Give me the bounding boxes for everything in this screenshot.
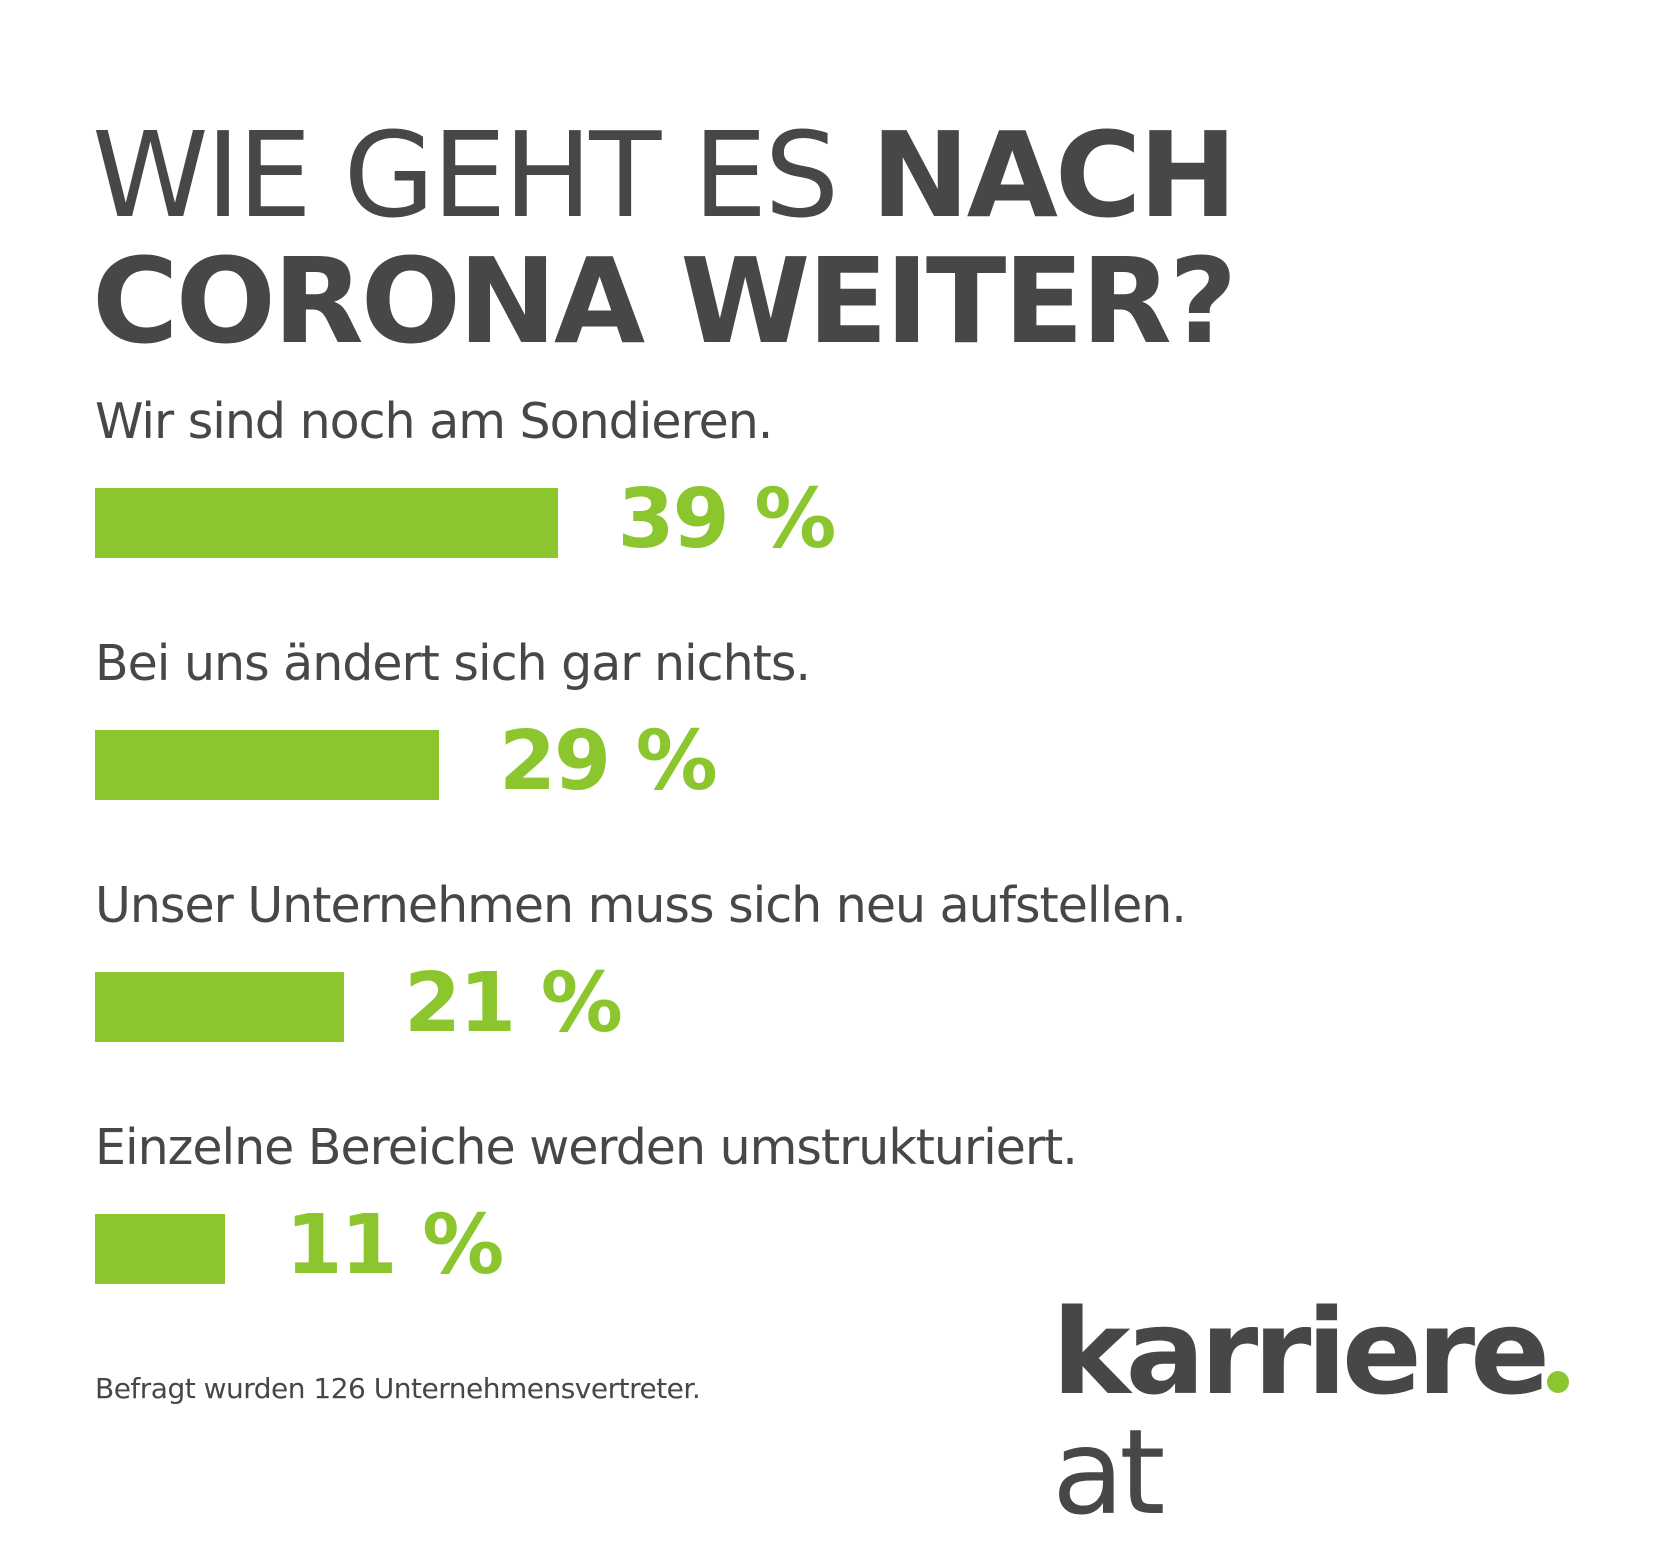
bar xyxy=(95,1214,226,1284)
bar xyxy=(95,488,558,558)
bar-row: Unser Unternehmen muss sich neu aufstell… xyxy=(95,876,1495,1116)
category-label: Einzelne Bereiche werden umstrukturiert. xyxy=(95,1119,1078,1176)
logo-dot xyxy=(1547,1371,1570,1393)
value-label: 29 % xyxy=(498,714,718,809)
bar xyxy=(95,972,345,1042)
category-label: Bei uns ändert sich gar nichts. xyxy=(95,635,811,692)
bar-row: Einzelne Bereiche werden umstrukturiert.… xyxy=(95,1118,1495,1358)
bar-row: Wir sind noch am Sondieren. 39 % xyxy=(95,392,1495,632)
value-label: 11 % xyxy=(285,1198,504,1293)
chart-title: WIE GEHT ES NACH CORONA WEITER? xyxy=(92,112,1237,364)
logo-brand: karriere xyxy=(1052,1283,1550,1421)
footer-note: Befragt wurden 126 Unternehmensvertreter… xyxy=(95,1372,701,1405)
karriere-logo: karriereat xyxy=(1052,1292,1654,1532)
title-light: WIE GEHT ES xyxy=(92,106,839,244)
category-label: Unser Unternehmen muss sich neu aufstell… xyxy=(95,877,1187,934)
value-label: 21 % xyxy=(404,956,623,1051)
title-bold-1: NACH xyxy=(870,106,1237,244)
bar xyxy=(95,730,439,800)
logo-tld: at xyxy=(1052,1403,1166,1541)
bar-row: Bei uns ändert sich gar nichts. 29 % xyxy=(95,634,1495,874)
title-bold-2: CORONA WEITER? xyxy=(92,232,1237,370)
value-label: 39 % xyxy=(617,472,837,567)
category-label: Wir sind noch am Sondieren. xyxy=(95,393,773,450)
